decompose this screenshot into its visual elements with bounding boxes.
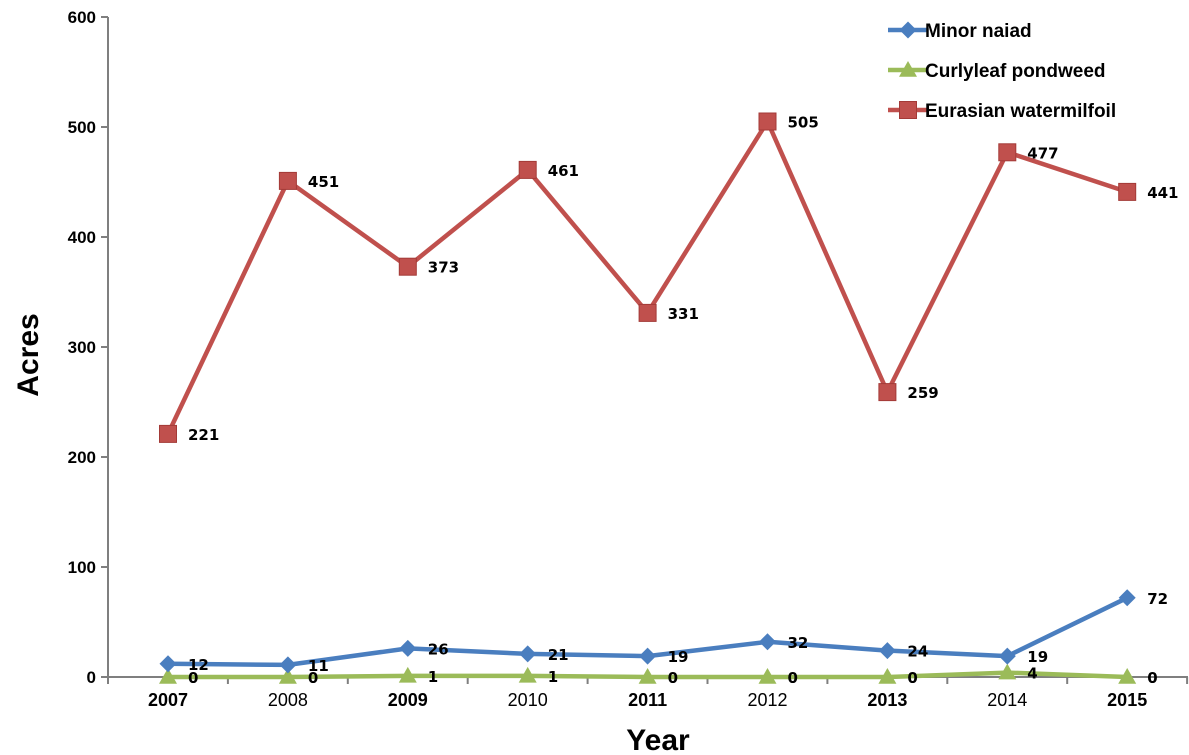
- data-label-curlyleaf-pondweed: 1: [548, 668, 558, 686]
- data-point-minor-naiad: [639, 647, 657, 665]
- data-label-eurasian-watermilfoil: 441: [1147, 184, 1178, 202]
- data-point-curlyleaf-pondweed: [998, 663, 1017, 680]
- legend-label: Curlyleaf pondweed: [925, 61, 1106, 82]
- data-point-curlyleaf-pondweed: [278, 668, 297, 684]
- data-point-minor-naiad: [759, 633, 776, 651]
- legend-swatch-marker: [899, 101, 917, 119]
- data-point-curlyleaf-pondweed: [398, 666, 417, 683]
- data-point-minor-naiad: [878, 642, 896, 660]
- data-point-eurasian-watermilfoil: [878, 383, 897, 402]
- y-tick-label: 500: [68, 118, 96, 137]
- y-tick-label: 300: [68, 338, 96, 357]
- data-label-minor-naiad: 19: [1027, 648, 1048, 666]
- data-label-curlyleaf-pondweed: 1: [428, 668, 438, 686]
- data-point-eurasian-watermilfoil: [398, 257, 417, 276]
- x-tick-label: 2013: [867, 690, 907, 710]
- y-tick-label: 600: [68, 8, 96, 27]
- data-label-eurasian-watermilfoil: 373: [428, 259, 459, 277]
- data-label-curlyleaf-pondweed: 4: [1027, 665, 1037, 683]
- data-point-curlyleaf-pondweed: [159, 668, 177, 684]
- data-label-eurasian-watermilfoil: 451: [308, 173, 339, 191]
- data-point-minor-naiad: [399, 639, 417, 657]
- data-label-minor-naiad: 32: [788, 634, 809, 652]
- series-curlyleaf-pondweed: [159, 663, 1137, 684]
- x-axis-title: Year: [626, 724, 690, 755]
- data-label-minor-naiad: 24: [907, 643, 928, 661]
- data-point-curlyleaf-pondweed: [638, 668, 657, 684]
- data-point-curlyleaf-pondweed: [878, 668, 897, 684]
- legend-label: Minor naiad: [925, 21, 1032, 42]
- x-tick-label: 2008: [268, 690, 308, 710]
- data-label-curlyleaf-pondweed: 0: [308, 669, 318, 687]
- data-label-curlyleaf-pondweed: 0: [907, 669, 917, 687]
- data-labels-curlyleaf-pondweed: 0 0 1 1 0 0 0 4 0: [188, 665, 1158, 687]
- data-label-curlyleaf-pondweed: 0: [668, 669, 678, 687]
- legend-item-eurasian-watermilfoil: Eurasian watermilfoil: [888, 101, 1116, 122]
- data-label-minor-naiad: 26: [428, 640, 449, 658]
- x-tick-label: 2007: [148, 690, 188, 710]
- y-tick-label: 400: [68, 228, 96, 247]
- data-point-eurasian-watermilfoil: [278, 171, 297, 190]
- data-point-eurasian-watermilfoil: [638, 303, 657, 322]
- x-tick-label: 2015: [1107, 690, 1147, 710]
- data-point-curlyleaf-pondweed: [1118, 668, 1137, 684]
- data-label-curlyleaf-pondweed: 0: [1147, 669, 1157, 687]
- x-tick-label: 2010: [508, 690, 548, 710]
- data-label-eurasian-watermilfoil: 259: [907, 384, 938, 402]
- legend-swatch-marker: [899, 61, 917, 77]
- series-line-eurasian-watermilfoil: [165, 119, 1128, 435]
- x-tick-label: 2014: [987, 690, 1027, 710]
- legend-swatch-marker: [899, 21, 917, 39]
- data-point-minor-naiad: [519, 645, 537, 663]
- y-tick-label: 100: [68, 558, 96, 577]
- data-point-minor-naiad: [998, 647, 1016, 665]
- data-label-minor-naiad: 11: [308, 657, 329, 675]
- data-point-eurasian-watermilfoil: [998, 143, 1017, 162]
- data-label-curlyleaf-pondweed: 0: [788, 669, 798, 687]
- data-point-minor-naiad: [159, 655, 177, 673]
- data-label-eurasian-watermilfoil: 477: [1027, 144, 1058, 162]
- data-point-curlyleaf-pondweed: [758, 668, 777, 684]
- data-point-eurasian-watermilfoil: [1118, 182, 1137, 201]
- data-point-eurasian-watermilfoil: [758, 112, 777, 131]
- data-label-curlyleaf-pondweed: 0: [188, 669, 198, 687]
- x-ticks: 2007 2008 2009 2010 2011 2012 2013 2014 2015: [107, 677, 1189, 710]
- data-label-eurasian-watermilfoil: 461: [548, 162, 579, 180]
- data-label-minor-naiad: 21: [548, 646, 569, 664]
- x-tick-label: 2011: [628, 690, 667, 710]
- legend-label: Eurasian watermilfoil: [925, 101, 1116, 122]
- data-label-minor-naiad: 19: [668, 648, 689, 666]
- series-eurasian-watermilfoil: [159, 112, 1137, 443]
- data-labels-minor-naiad: 12 11 26 21 19 32 24 19 72: [188, 590, 1168, 675]
- series-minor-naiad: [159, 589, 1136, 674]
- legend-item-minor-naiad: Minor naiad: [888, 21, 1032, 42]
- data-labels-eurasian-watermilfoil: 221 451 373 461 331 505 259 477 441: [188, 114, 1179, 444]
- data-label-eurasian-watermilfoil: 331: [668, 305, 699, 323]
- data-label-eurasian-watermilfoil: 221: [188, 426, 219, 444]
- data-label-minor-naiad: 72: [1147, 590, 1168, 608]
- data-point-minor-naiad: [279, 656, 297, 674]
- data-label-eurasian-watermilfoil: 505: [788, 114, 819, 132]
- data-point-curlyleaf-pondweed: [518, 666, 537, 683]
- y-ticks: 0 100 200 300 400 500 600: [68, 8, 108, 687]
- data-point-eurasian-watermilfoil: [159, 424, 177, 443]
- x-tick-label: 2012: [747, 690, 787, 710]
- y-tick-label: 0: [87, 668, 96, 687]
- data-label-minor-naiad: 12: [188, 656, 209, 674]
- data-point-minor-naiad: [1118, 589, 1136, 607]
- x-tick-label: 2009: [388, 690, 428, 710]
- legend: Minor naiad Curlyleaf pondweed Eurasian wa…: [888, 21, 1116, 122]
- y-tick-label: 200: [68, 448, 96, 467]
- y-axis-title: Acres: [12, 313, 45, 396]
- legend-item-curlyleaf-pondweed: Curlyleaf pondweed: [888, 61, 1106, 82]
- data-point-eurasian-watermilfoil: [518, 160, 537, 179]
